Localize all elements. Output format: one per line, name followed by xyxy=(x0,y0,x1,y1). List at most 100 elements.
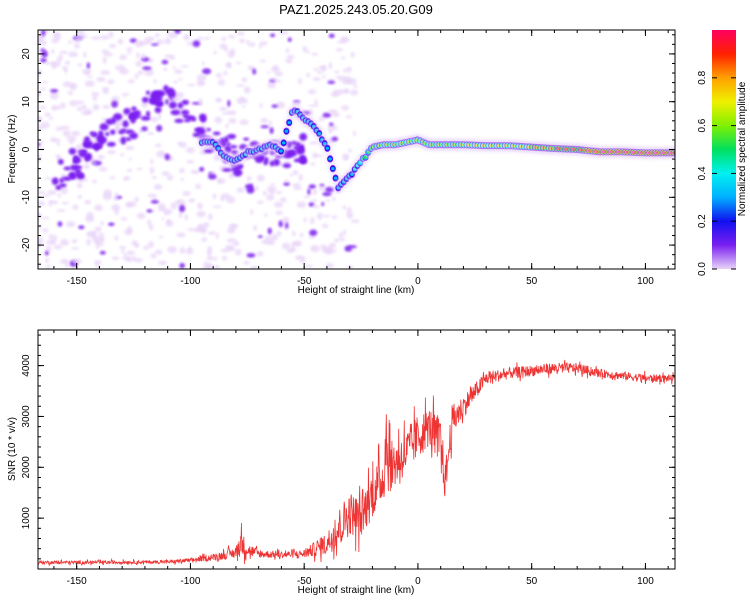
spectrogram-noise-blob xyxy=(75,36,83,41)
colorbar: 0.0 0.2 0.4 0.6 0.8 Normalized spectral ampl… xyxy=(697,30,748,276)
spectrogram-cluster xyxy=(124,129,135,134)
spectrogram-cluster xyxy=(128,132,139,140)
spectrogram-noise-blob xyxy=(57,221,63,227)
spectrogram-noise-blob xyxy=(186,147,195,154)
spectrogram-cluster xyxy=(59,183,67,188)
spectrogram-noise-blob xyxy=(82,68,92,75)
spectrogram-noise-blob xyxy=(48,233,54,240)
spectrogram-noise-blob xyxy=(38,212,42,220)
spectrogram-noise-blob xyxy=(311,189,318,195)
spectrogram-noise-blob xyxy=(221,111,230,115)
snr-series-line xyxy=(38,359,675,567)
spectrogram-noise-blob xyxy=(64,60,71,65)
spectrogram-noise-blob xyxy=(341,105,350,111)
spectrogram-y-tick-label: 20 xyxy=(21,48,32,60)
spectrogram-cluster xyxy=(120,136,127,145)
spectrogram-noise-blob xyxy=(202,68,212,75)
spectrogram-noise-blob xyxy=(291,243,295,251)
spectrogram-cluster xyxy=(200,116,207,123)
spectrogram-noise-blob xyxy=(320,244,327,251)
spectrogram-noise-blob xyxy=(72,204,79,211)
spectrogram-noise-blob xyxy=(270,183,276,186)
snr-y-tick-label: 4000 xyxy=(21,354,32,377)
colorbar-tick-label: 0.4 xyxy=(697,166,708,180)
spectrogram-noise-blob xyxy=(292,240,303,247)
spectrogram-cluster xyxy=(287,150,297,154)
spectrogram-noise-blob xyxy=(310,162,316,166)
spectrogram-noise-blob xyxy=(328,33,335,38)
spectrogram-cluster xyxy=(174,118,184,124)
spectrogram-x-tick-label: 100 xyxy=(637,276,654,287)
spectrogram-noise-blob xyxy=(39,105,47,110)
spectrogram-noise-blob xyxy=(179,204,186,213)
spectrogram-x-tick-label: -100 xyxy=(180,276,200,287)
spectrogram-noise-blob xyxy=(45,176,51,180)
spectrogram-noise-blob xyxy=(179,262,185,269)
spectrogram-noise-blob xyxy=(289,173,294,177)
colorbar-ticks: 0.0 0.2 0.4 0.6 0.8 xyxy=(697,70,736,276)
spectrogram-noise-blob xyxy=(125,145,135,151)
spectrogram-noise-blob xyxy=(197,36,204,41)
spectrogram-noise-blob xyxy=(225,62,232,68)
spectrogram-cluster xyxy=(221,141,227,148)
spectrogram-noise-blob xyxy=(325,246,334,255)
spectrogram-ridge-core xyxy=(317,131,321,136)
spectrogram-noise-blob xyxy=(118,245,126,250)
spectrogram-noise-blob xyxy=(178,167,185,174)
spectrogram-noise-blob xyxy=(234,248,242,256)
spectrogram-noise-blob xyxy=(353,84,358,89)
spectrogram-noise-blob xyxy=(259,103,263,109)
spectrogram-cluster xyxy=(295,142,301,147)
spectrogram-noise-blob xyxy=(242,105,246,109)
spectrogram-noise-blob xyxy=(232,241,240,247)
spectrogram-noise-blob xyxy=(176,232,186,238)
spectrogram-noise-blob xyxy=(228,117,237,124)
spectrogram-noise-blob xyxy=(279,197,287,203)
spectrogram-noise-blob xyxy=(236,31,245,36)
spectrogram-noise-blob xyxy=(247,65,255,71)
spectrogram-noise-blob xyxy=(143,36,153,45)
spectrogram-cluster xyxy=(99,123,109,131)
spectrogram-noise-blob xyxy=(144,68,154,77)
spectrogram-y-ticks: -20 -10 0 10 20 xyxy=(21,34,675,265)
snr-x-axis-label: Height of straight line (km) xyxy=(298,585,415,596)
spectrogram-noise-blob xyxy=(261,239,269,245)
spectrogram-noise-blob xyxy=(126,47,133,52)
spectrogram-noise-blob xyxy=(346,206,352,214)
spectrogram-noise-blob xyxy=(352,130,357,137)
spectrogram-noise-blob xyxy=(56,154,60,161)
spectrogram-cluster xyxy=(222,168,232,172)
spectrogram-noise-blob xyxy=(257,235,263,238)
spectrogram-noise-blob xyxy=(327,80,336,85)
spectrogram-noise-blob xyxy=(268,120,273,126)
spectrogram-noise-blob xyxy=(59,258,70,265)
spectrogram-noise-blob xyxy=(285,47,290,54)
spectrogram-cluster xyxy=(154,106,162,114)
spectrogram-noise-blob xyxy=(220,196,225,202)
spectrogram-noise-blob xyxy=(107,79,115,85)
spectrogram-noise-blob xyxy=(154,249,163,255)
spectrogram-noise-blob xyxy=(67,90,74,95)
spectrogram-noise-blob xyxy=(109,176,116,179)
spectrogram-noise-blob xyxy=(100,221,105,226)
spectrogram-noise-blob xyxy=(262,190,267,196)
spectrogram-cluster xyxy=(282,163,292,169)
spectrogram-noise-blob xyxy=(149,166,155,174)
spectrogram-noise-blob xyxy=(295,255,302,260)
spectrogram-noise-blob xyxy=(221,36,227,41)
spectrogram-noise-blob xyxy=(134,40,144,48)
spectrogram-noise-blob xyxy=(54,138,61,142)
spectrogram-noise-blob xyxy=(133,257,143,263)
spectrogram-noise-blob xyxy=(307,89,317,95)
spectrogram-noise-blob xyxy=(99,250,106,255)
spectrogram-noise-blob xyxy=(217,78,226,86)
spectrogram-cluster xyxy=(153,94,163,103)
spectrogram-noise-blob xyxy=(72,258,82,265)
spectrogram-noise-blob xyxy=(309,217,315,225)
spectrogram-noise-blob xyxy=(60,187,68,195)
spectrogram-noise-blob xyxy=(342,205,347,210)
spectrogram-noise-blob xyxy=(147,131,154,136)
spectrogram-cluster xyxy=(293,158,302,163)
spectrogram-noise-blob xyxy=(285,58,293,64)
spectrogram-noise-blob xyxy=(129,38,137,43)
